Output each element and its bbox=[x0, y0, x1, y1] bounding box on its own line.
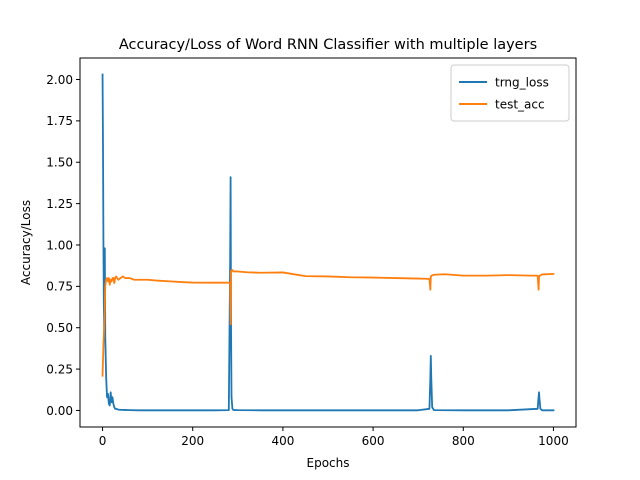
x-tick-label: 0 bbox=[99, 434, 107, 448]
y-tick-label: 1.75 bbox=[46, 114, 73, 128]
x-tick-label: 1000 bbox=[538, 434, 569, 448]
x-tick-label: 800 bbox=[452, 434, 475, 448]
y-tick-label: 1.25 bbox=[46, 197, 73, 211]
y-tick-label: 1.00 bbox=[46, 238, 73, 252]
x-tick-label: 200 bbox=[181, 434, 204, 448]
legend-box bbox=[450, 64, 570, 122]
series-layer bbox=[101, 73, 555, 412]
legend: trng_loss test_acc bbox=[450, 64, 570, 122]
chart-title: Accuracy/Loss of Word RNN Classifier wit… bbox=[119, 37, 537, 53]
y-axis: 0.00 0.25 0.50 0.75 1.00 1.25 1.50 1.75 2.00 bbox=[46, 73, 80, 418]
series-line-test-acc bbox=[101, 268, 555, 377]
legend-label-trng-loss: trng_loss bbox=[495, 75, 549, 89]
x-axis-label: Epochs bbox=[307, 456, 350, 470]
x-tick-label: 600 bbox=[362, 434, 385, 448]
series-line-trng-loss bbox=[101, 73, 555, 412]
y-tick-label: 0.50 bbox=[46, 321, 73, 335]
legend-label-test-acc: test_acc bbox=[495, 97, 545, 111]
y-tick-label: 0.75 bbox=[46, 280, 73, 294]
y-tick-label: 0.25 bbox=[46, 362, 73, 376]
y-tick-label: 1.50 bbox=[46, 156, 73, 170]
x-axis: 0 200 400 600 800 1000 bbox=[99, 427, 569, 448]
y-axis-label: Accuracy/Loss bbox=[19, 200, 33, 285]
y-tick-label: 0.00 bbox=[46, 404, 73, 418]
x-tick-label: 400 bbox=[271, 434, 294, 448]
y-tick-label: 2.00 bbox=[46, 73, 73, 87]
plot-frame bbox=[79, 57, 577, 428]
